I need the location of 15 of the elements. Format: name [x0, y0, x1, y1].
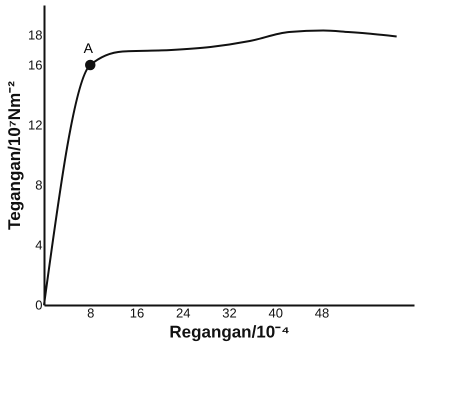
y-tick-label: 0 — [35, 298, 42, 312]
x-tick-label: 32 — [222, 306, 237, 320]
x-tick-label: 40 — [268, 306, 283, 320]
x-tick-label: 24 — [176, 306, 190, 320]
annotation: A — [84, 40, 94, 56]
x-tick-label: 8 — [87, 306, 94, 320]
x-axis-title: Regangan/10⁻⁴ — [169, 322, 290, 342]
y-tick-label: 8 — [35, 178, 42, 192]
y-axis-title: Tegangan/10⁷Nm⁻² — [5, 80, 24, 230]
y-tick-label: 16 — [28, 58, 42, 72]
y-tick-label: 4 — [35, 238, 42, 252]
x-tick-label: 48 — [314, 306, 330, 320]
x-tick-label: 16 — [130, 306, 144, 320]
y-tick-label: 12 — [28, 118, 42, 132]
y-tick-label: 18 — [28, 28, 42, 42]
